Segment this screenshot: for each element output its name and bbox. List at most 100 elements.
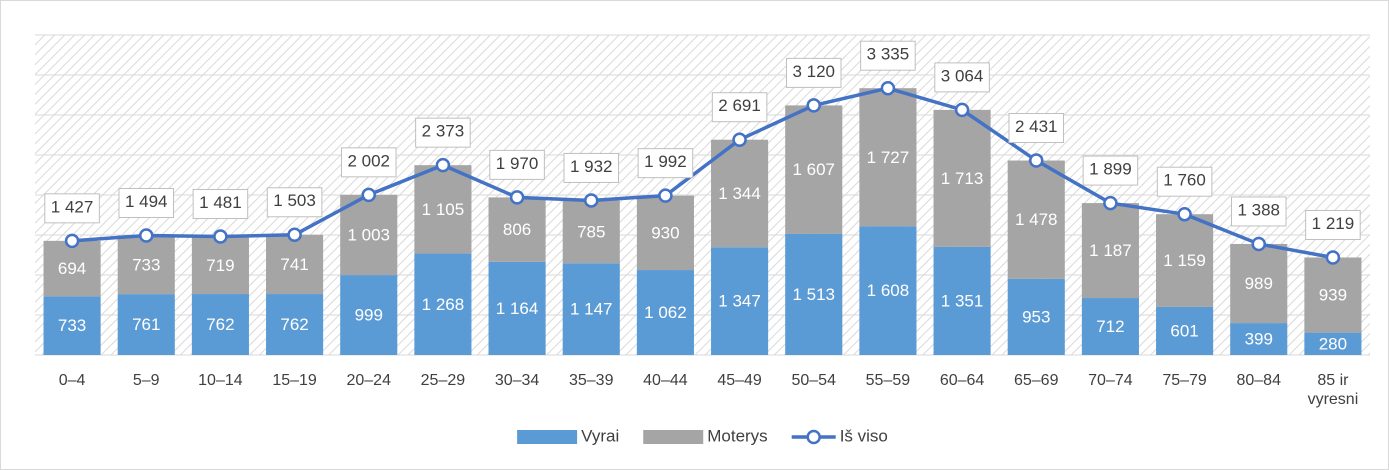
bar-value-label: 1 187: [1089, 241, 1132, 260]
label-box: [44, 193, 100, 224]
bar-value-label: 1 727: [867, 148, 910, 167]
x-tick-label: 65–69: [1013, 372, 1059, 389]
bar: [43, 296, 101, 355]
x-tick-label: 20–24: [346, 372, 391, 389]
line-marker: [880, 80, 896, 96]
x-tick-label: 0–4: [58, 372, 86, 389]
bar-value-label: 785: [577, 222, 605, 241]
line-value-label-box: 3 120: [785, 57, 842, 88]
line-value-label: 1 899: [1089, 160, 1132, 179]
bar: [785, 233, 843, 355]
legend-label: Moterys: [707, 426, 767, 445]
bar-value-label: 989: [1245, 274, 1273, 293]
bar-value-label: 762: [206, 315, 234, 334]
line-value-label-box: 2 373: [415, 117, 471, 148]
bar-value-label: 719: [206, 256, 234, 275]
line-value-label-box: 1 427: [44, 193, 100, 224]
label-box: [711, 92, 768, 123]
line: [71, 86, 1334, 260]
label-box: [1305, 209, 1361, 240]
legend-marker: [806, 429, 821, 445]
bar: [117, 235, 175, 295]
bar-value-label: 601: [1170, 321, 1198, 340]
bar-value-label: 1 268: [422, 295, 465, 314]
bar-value-label: 1 608: [867, 281, 910, 300]
x-tick-label: 25–29: [420, 372, 466, 389]
legend-item: Moterys: [643, 426, 768, 445]
bar: [1304, 332, 1362, 355]
label-box: [489, 149, 545, 180]
bar-value-label: 1 003: [347, 225, 390, 244]
line-value-label: 3 064: [941, 66, 984, 85]
bar: [785, 105, 843, 234]
line-value-label: 1 219: [1312, 214, 1355, 233]
label-box: [785, 57, 842, 88]
bar-value-label: 953: [1022, 307, 1050, 326]
line-marker: [806, 98, 821, 113]
label-box: [415, 117, 471, 148]
x-tick-label: 10–14: [198, 372, 243, 389]
line-marker: [213, 229, 228, 244]
bar: [1007, 160, 1065, 279]
x-tick-label: 40–44: [643, 372, 688, 389]
line-marker: [1029, 153, 1044, 168]
line-value-label: 1 494: [125, 192, 168, 211]
bar-value-label: 939: [1319, 286, 1347, 305]
bar: [1156, 214, 1214, 307]
line-value-label: 1 992: [644, 152, 687, 171]
bar-value-label: 762: [280, 315, 308, 334]
line-value-label: 1 932: [570, 157, 613, 176]
label-box: [563, 152, 620, 183]
line-value-label: 2 373: [422, 122, 465, 141]
label-box: [340, 147, 397, 178]
label-box: [637, 148, 694, 179]
line-value-label-box: 1 932: [563, 152, 620, 183]
line-marker: [954, 102, 970, 118]
line-value-label-box: 1 760: [1156, 166, 1213, 197]
line-value-label-box: 1 899: [1082, 155, 1139, 186]
bar: [1156, 306, 1214, 355]
x-tick-label: 80–84: [1236, 372, 1281, 389]
bar-value-label: 399: [1245, 330, 1273, 349]
line-value-label-box: 2 691: [711, 92, 768, 123]
bar-value-label: 806: [503, 220, 531, 239]
bar-value-label: 1 062: [644, 303, 687, 322]
bar: [340, 275, 398, 355]
x-tick-label: 30–34: [494, 372, 540, 389]
bar-value-label: 1 347: [718, 292, 761, 311]
bar-value-label: 733: [58, 316, 86, 335]
line-value-label-box: 1 481: [192, 189, 249, 220]
bar: [933, 246, 991, 355]
bar: [933, 109, 991, 247]
x-tick-label: 75–79: [1162, 372, 1207, 389]
x-tick-label: 50–54: [791, 372, 836, 389]
x-tick-label: 45–49: [717, 372, 762, 389]
legend-swatch: [517, 430, 578, 444]
line-marker: [1325, 250, 1341, 265]
bar: [1304, 257, 1362, 333]
line-value-label-box: 1 219: [1305, 209, 1361, 240]
bar: [636, 270, 694, 355]
bar: [414, 253, 472, 355]
x-tick-label: 60–64: [939, 372, 985, 389]
line-value-label-box: 2 002: [340, 147, 397, 178]
line-marker: [287, 227, 302, 243]
line-marker: [64, 233, 80, 249]
bar-value-label: 712: [1096, 317, 1124, 336]
label-box: [1082, 155, 1139, 186]
bar: [117, 294, 175, 355]
bar: [711, 247, 769, 355]
line-marker: [435, 157, 451, 173]
line-value-label-box: 1 992: [637, 148, 694, 179]
bar: [1007, 278, 1065, 355]
legend-label: Vyrai: [581, 426, 619, 445]
line-marker: [584, 193, 599, 208]
bar: [1230, 243, 1288, 324]
label-box: [860, 40, 916, 71]
bar: [1081, 203, 1139, 299]
line-marker: [1251, 236, 1266, 252]
x-tick-label: 85 ir vyresni: [1307, 372, 1359, 408]
line-value-label-box: 3 335: [860, 40, 916, 71]
